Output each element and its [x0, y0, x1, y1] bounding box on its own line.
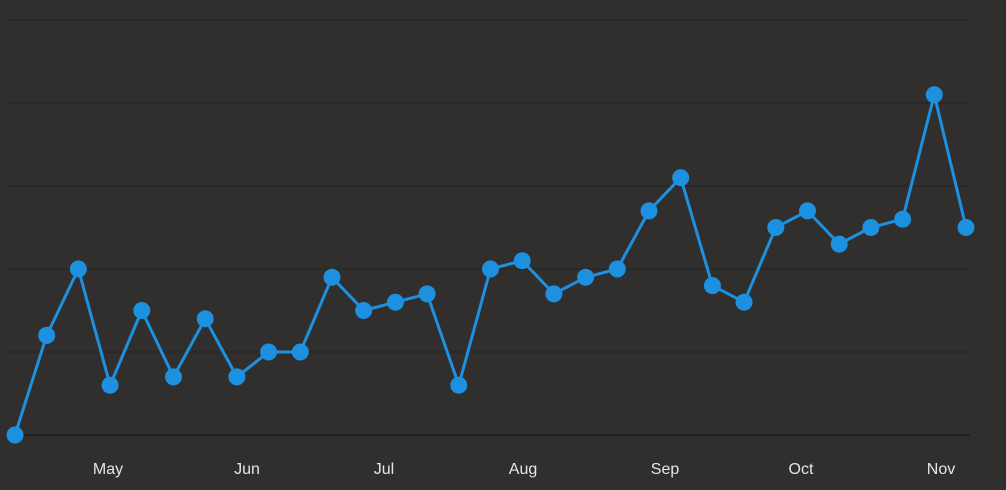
- data-point[interactable]: [513, 252, 531, 270]
- gridlines: [8, 19, 970, 436]
- data-point[interactable]: [799, 202, 816, 220]
- data-point[interactable]: [482, 260, 499, 278]
- data-point[interactable]: [735, 293, 753, 311]
- data-point[interactable]: [545, 285, 563, 303]
- x-tick-label: Jul: [374, 461, 394, 478]
- data-point[interactable]: [69, 260, 87, 278]
- x-tick-label: Jun: [234, 461, 260, 478]
- data-point[interactable]: [577, 268, 595, 286]
- data-point[interactable]: [862, 219, 880, 236]
- data-point[interactable]: [165, 368, 182, 386]
- data-point[interactable]: [196, 310, 214, 328]
- data-point[interactable]: [450, 376, 468, 394]
- x-tick-label: Oct: [789, 461, 814, 478]
- data-point[interactable]: [418, 285, 436, 303]
- data-point[interactable]: [386, 293, 404, 311]
- x-tick-label: May: [93, 461, 123, 478]
- data-point[interactable]: [323, 268, 341, 286]
- data-point[interactable]: [894, 210, 912, 228]
- data-point[interactable]: [133, 302, 151, 319]
- x-tick-label: Aug: [509, 461, 537, 478]
- x-tick-label: Sep: [651, 461, 680, 478]
- data-point[interactable]: [38, 326, 56, 344]
- series-layer: [6, 86, 975, 444]
- data-point[interactable]: [228, 368, 246, 386]
- data-point[interactable]: [291, 343, 309, 361]
- x-tick-label: Nov: [927, 461, 955, 478]
- data-point[interactable]: [672, 169, 690, 187]
- data-point[interactable]: [830, 235, 848, 253]
- data-point[interactable]: [925, 86, 943, 104]
- data-point[interactable]: [355, 302, 373, 319]
- data-point[interactable]: [101, 376, 119, 394]
- data-point[interactable]: [6, 426, 24, 444]
- data-point[interactable]: [260, 343, 278, 361]
- data-point[interactable]: [640, 202, 658, 220]
- x-axis-tick-labels: May Jun Jul Aug Sep Oct Nov: [93, 461, 955, 478]
- data-point[interactable]: [703, 277, 721, 295]
- data-point[interactable]: [608, 260, 626, 278]
- data-point[interactable]: [767, 219, 785, 236]
- data-point[interactable]: [957, 219, 975, 236]
